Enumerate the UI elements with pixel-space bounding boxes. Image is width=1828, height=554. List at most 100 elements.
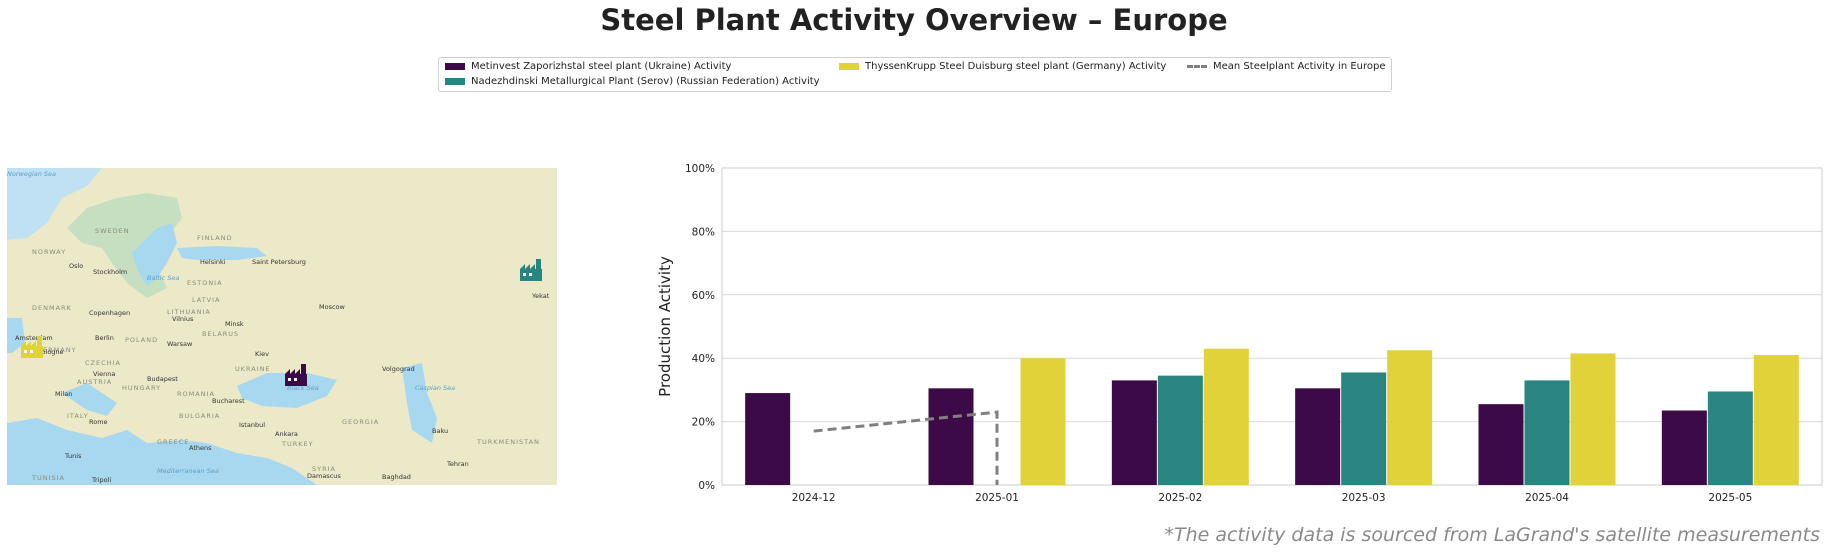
caspian-sea (402, 363, 437, 443)
country-label-denmark: DENMARK (32, 304, 72, 312)
black-sea (237, 373, 337, 408)
sea-label-mediterranean: Mediterranean Sea (157, 467, 219, 475)
grid-layer (722, 167, 1822, 486)
mean-line-layer (813, 410, 999, 485)
country-label-georgia: GEORGIA (342, 418, 379, 426)
city-label-budapest: Budapest (147, 375, 178, 383)
bar-nadezhdinski (1157, 375, 1203, 485)
city-label-tripoli: Tripoli (91, 476, 111, 484)
bar-metinvest (745, 393, 791, 485)
city-label-milan: Milan (55, 390, 72, 398)
city-label-stockholm: Stockholm (93, 268, 127, 276)
bar-thyssenkrupp (1570, 353, 1616, 485)
mediterranean-sea (7, 418, 317, 485)
city-label-tunis: Tunis (64, 452, 82, 460)
bar-metinvest (1661, 410, 1707, 485)
bar-metinvest (1478, 404, 1524, 485)
x-tick-label: 2025-05 (1708, 492, 1752, 504)
city-label-helsinki: Helsinki (200, 258, 226, 266)
y-tick-label: 0% (698, 480, 715, 492)
bar-nadezhdinski (1341, 372, 1387, 485)
mean-activity-line (813, 410, 999, 485)
map-canvas: Norwegian Sea Baltic Sea Black Sea Caspi… (7, 168, 557, 485)
legend-item-thyssenkrupp: ThyssenKrupp Steel Duisburg steel plant … (839, 61, 1166, 72)
city-label-vilnius: Vilnius (172, 315, 194, 323)
country-label-turkmenistan: TURKMENISTAN (476, 438, 540, 446)
bar-nadezhdinski (1707, 391, 1753, 485)
north-sea (7, 318, 25, 353)
x-tick-label: 2025-03 (1342, 492, 1386, 504)
city-label-rome: Rome (89, 418, 108, 426)
y-tick-label: 100% (685, 163, 715, 175)
city-label-damascus: Damascus (307, 472, 341, 480)
country-label-poland: POLAND (125, 336, 158, 344)
chart-svg: 0% 20% 40% 60% 80% 100% 2024-12 2025-01 2025-02… (656, 163, 1823, 504)
city-label-athens: Athens (189, 444, 212, 452)
bar-thyssenkrupp (1387, 350, 1433, 485)
factory-icon (520, 259, 542, 281)
city-label-kiev: Kiev (255, 350, 269, 358)
city-label-baku: Baku (432, 427, 448, 435)
bar-chart: 0% 20% 40% 60% 80% 100% 2024-12 2025-01 2025-02… (640, 160, 1825, 514)
country-label-tunisia: TUNISIA (31, 474, 65, 482)
gulf-of-finland (177, 246, 267, 260)
city-label-cologne: Cologne (37, 348, 64, 356)
y-tick-label: 40% (692, 353, 715, 365)
y-tick-label: 60% (692, 290, 715, 302)
city-label-ankara: Ankara (275, 430, 298, 438)
y-axis-label: Production Activity (656, 256, 674, 397)
country-label-latvia: LATVIA (192, 296, 221, 304)
city-label-oslo: Oslo (69, 262, 83, 270)
bar-metinvest (1111, 380, 1157, 485)
x-tick-labels: 2024-12 2025-01 2025-02 2025-03 2025-04 2025-… (792, 492, 1753, 504)
legend-item-nadezhdinski: Nadezhdinski Metallurgical Plant (Serov)… (445, 76, 820, 87)
city-label-istanbul: Istanbul (239, 421, 265, 429)
x-tick-label: 2025-04 (1525, 492, 1569, 504)
city-label-moscow: Moscow (319, 303, 346, 311)
sea-label-norwegian: Norwegian Sea (7, 170, 56, 178)
adriatic-sea (62, 383, 117, 416)
x-tick-label: 2025-01 (975, 492, 1019, 504)
city-label-saint-petersburg: Saint Petersburg (252, 258, 306, 266)
legend-swatch-nadezhdinski (445, 78, 465, 85)
country-label-bulgaria: BULGARIA (179, 412, 220, 420)
country-label-austria: AUSTRIA (77, 378, 112, 386)
page-title: Steel Plant Activity Overview – Europe (600, 3, 1228, 37)
country-label-estonia: ESTONIA (187, 279, 223, 287)
country-label-turkey: TURKEY (281, 440, 314, 448)
country-label-greece: GREECE (157, 438, 189, 446)
bar-metinvest (1295, 388, 1341, 485)
city-label-baghdad: Baghdad (382, 473, 411, 481)
legend-label-nadezhdinski: Nadezhdinski Metallurgical Plant (Serov)… (471, 76, 820, 87)
x-tick-label: 2025-02 (1158, 492, 1202, 504)
chart-legend: Metinvest Zaporizhstal steel plant (Ukra… (438, 57, 1392, 92)
legend-swatch-mean (1187, 65, 1207, 68)
bar-thyssenkrupp (1203, 348, 1249, 485)
factory-icon (285, 364, 307, 386)
plot-frame (721, 167, 1823, 486)
europe-map: Norwegian Sea Baltic Sea Black Sea Caspi… (7, 168, 557, 485)
bars-layer (745, 348, 1799, 485)
country-label-romania: ROMANIA (177, 390, 215, 398)
norwegian-sea (7, 168, 102, 240)
country-label-finland: FINLAND (197, 234, 233, 242)
y-tick-labels: 0% 20% 40% 60% 80% 100% (685, 163, 715, 492)
legend-item-metinvest: Metinvest Zaporizhstal steel plant (Ukra… (445, 61, 731, 72)
city-label-warsaw: Warsaw (167, 340, 193, 348)
sea-label-black: Black Sea (287, 384, 319, 392)
country-label-belarus: BELARUS (202, 330, 239, 338)
y-tick-label: 80% (692, 226, 715, 238)
country-label-sweden: SWEDEN (95, 227, 130, 235)
y-tick-label: 20% (692, 417, 715, 429)
legend-label-metinvest: Metinvest Zaporizhstal steel plant (Ukra… (471, 61, 732, 72)
country-label-italy: ITALY (67, 412, 89, 420)
country-label-czechia: CZECHIA (85, 359, 121, 367)
city-label-copenhagen: Copenhagen (89, 309, 130, 317)
city-label-vienna: Vienna (93, 370, 115, 378)
city-label-tehran: Tehran (446, 460, 469, 468)
bar-thyssenkrupp (1753, 355, 1799, 485)
legend-label-thyssenkrupp: ThyssenKrupp Steel Duisburg steel plant … (865, 61, 1167, 72)
bar-metinvest (928, 388, 974, 485)
country-label-norway: NORWAY (32, 248, 66, 256)
baltic-sea (132, 223, 177, 286)
